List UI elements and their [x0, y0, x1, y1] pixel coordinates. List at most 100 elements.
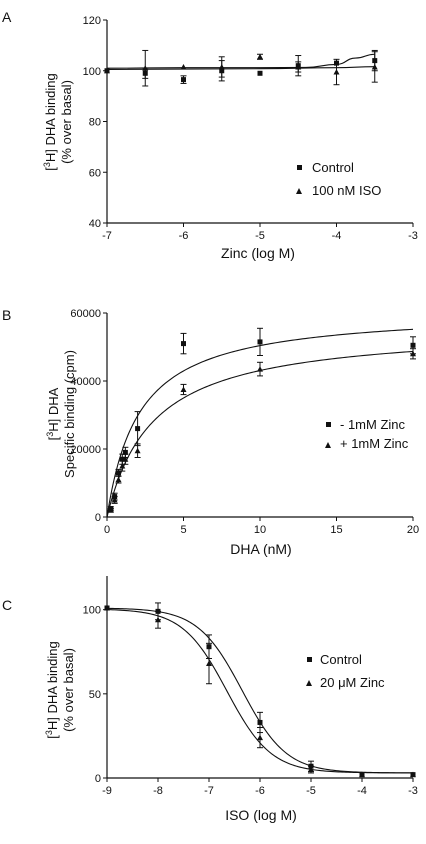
x-tick-label: 5: [180, 524, 186, 536]
x-tick-label: -9: [102, 785, 112, 797]
panel-b-legend-marker-minus: [326, 422, 331, 427]
panel-a-ylabel-main: [3H] DHA binding: [42, 73, 58, 171]
y-tick-label: 120: [83, 15, 101, 27]
panel-c-ylabel: [3H] DHA binding (% over basal): [44, 641, 76, 739]
panel-c-y-ticklabels: 0 50 100: [83, 605, 101, 785]
fit-curve-series-1: [106, 328, 414, 518]
data-point-square: [119, 456, 125, 462]
fit-curve-series-2: [106, 609, 413, 774]
panel-c-fits: [106, 607, 414, 774]
x-tick-label: -8: [153, 785, 163, 797]
data-point-square: [257, 719, 263, 725]
panel-a-axes: [103, 19, 414, 227]
panel-a-legend-marker-iso: [296, 188, 302, 194]
panel-b-xlabel: DHA (nM): [230, 541, 291, 557]
panel-b-ylabel: [3H] DHA Specific binding (cpm): [45, 350, 77, 478]
panel-a: A [3H] DHA binding (% over basal) 40 60 80…: [2, 9, 418, 261]
fit-curve-series-1: [106, 607, 414, 774]
panel-c-legend: Control 20 μM Zinc: [306, 652, 385, 690]
panel-c-x-ticklabels: -9 -8 -7 -6 -5 -4 -3: [102, 785, 418, 797]
y-tick-label: 60000: [70, 308, 101, 320]
y-tick-label: 100: [83, 605, 101, 617]
x-tick-label: -6: [179, 230, 189, 242]
panel-a-legend-iso: 100 nM ISO: [312, 183, 381, 198]
fit-curve-series-1: [106, 66, 375, 71]
x-tick-label: -3: [408, 785, 418, 797]
panel-b-x-ticklabels: 0 5 10 15 20: [104, 524, 419, 536]
x-tick-label: -7: [204, 785, 214, 797]
panel-b-letter: B: [2, 307, 11, 323]
data-point-triangle: [410, 350, 416, 357]
data-point-triangle: [257, 53, 263, 60]
data-point-square: [181, 77, 186, 83]
data-point-triangle: [134, 447, 141, 454]
x-tick-label: 10: [254, 524, 266, 536]
x-tick-label: -3: [408, 230, 418, 242]
data-point-triangle: [371, 63, 378, 70]
data-point-triangle: [104, 604, 110, 611]
data-point-square: [410, 342, 416, 348]
data-point-square: [181, 341, 186, 347]
y-tick-label: 20000: [70, 444, 101, 456]
data-point-triangle: [180, 63, 187, 70]
data-point-square: [115, 470, 121, 476]
y-tick-label: 0: [95, 773, 101, 785]
data-point-triangle: [308, 766, 314, 773]
x-tick-label: 0: [104, 524, 110, 536]
x-tick-label: -5: [255, 230, 265, 242]
data-point-triangle: [155, 616, 161, 623]
y-tick-label: 40: [89, 218, 101, 230]
panel-a-legend-marker-control: [297, 165, 302, 170]
panel-c: C [3H] DHA binding (% over basal) 0 50 100…: [2, 576, 418, 823]
data-point-triangle: [180, 386, 187, 392]
data-point-triangle: [122, 456, 129, 462]
panel-c-legend-control: Control: [320, 652, 362, 667]
x-tick-label: -4: [357, 785, 367, 797]
data-point-triangle: [119, 463, 126, 469]
panel-c-letter: C: [2, 597, 12, 613]
data-point-square: [257, 339, 263, 345]
data-point-square: [122, 449, 128, 455]
panel-c-points: [104, 602, 416, 778]
panel-c-legend-marker-zinc: [306, 680, 312, 686]
panel-b-points: [107, 327, 416, 513]
panel-b-ylabel-sub: Specific binding (cpm): [62, 350, 77, 478]
x-tick-label: -7: [102, 230, 112, 242]
x-tick-label: -4: [332, 230, 342, 242]
panel-c-ylabel-main: [3H] DHA binding: [44, 641, 60, 739]
data-point-triangle: [107, 507, 114, 513]
panel-b: B [3H] DHA Specific binding (cpm) 0 20000…: [2, 307, 419, 557]
data-point-triangle: [295, 63, 302, 70]
panel-a-points: [104, 49, 378, 87]
y-tick-label: 50: [89, 689, 101, 701]
data-point-square: [135, 426, 141, 432]
x-tick-label: -5: [306, 785, 316, 797]
y-tick-label: 80: [89, 117, 101, 129]
panel-b-y-ticklabels: 0 20000 40000 60000: [70, 308, 101, 524]
x-tick-label: 20: [407, 524, 419, 536]
panel-c-xlabel: ISO (log M): [225, 807, 297, 823]
data-point-triangle: [206, 660, 212, 667]
panel-a-x-ticklabels: -7 -6 -5 -4 -3: [102, 230, 418, 242]
panel-b-axes: [103, 312, 414, 521]
panel-a-xlabel: Zinc (log M): [221, 245, 295, 261]
y-tick-label: 40000: [70, 376, 101, 388]
data-point-triangle: [111, 497, 118, 503]
panel-b-legend: - 1mM Zinc + 1mM Zinc: [325, 417, 409, 451]
data-point-triangle: [104, 67, 110, 74]
x-tick-label: 15: [330, 524, 342, 536]
panel-a-legend: Control 100 nM ISO: [296, 160, 381, 198]
x-tick-label: -6: [255, 785, 265, 797]
panel-a-y-ticklabels: 40 60 80 100 120: [83, 15, 101, 230]
data-point-triangle: [410, 771, 416, 778]
y-tick-label: 100: [83, 66, 101, 78]
panel-b-ylabel-main: [3H] DHA: [45, 387, 61, 440]
data-point-triangle: [218, 63, 225, 70]
panel-b-legend-plus: + 1mM Zinc: [340, 436, 409, 451]
panel-c-legend-zinc: 20 μM Zinc: [320, 675, 385, 690]
y-tick-label: 0: [95, 512, 101, 524]
panel-b-legend-minus: - 1mM Zinc: [340, 417, 406, 432]
panel-c-ylabel-sub: (% over basal): [61, 648, 76, 732]
data-point-triangle: [333, 69, 340, 75]
